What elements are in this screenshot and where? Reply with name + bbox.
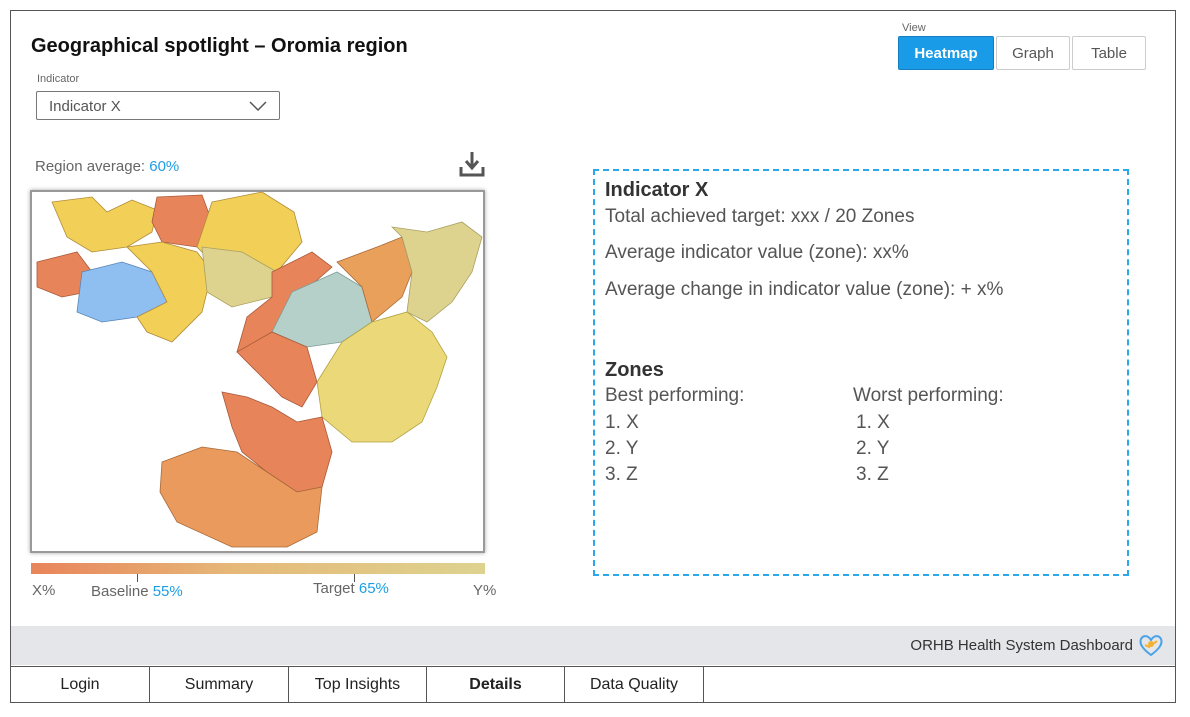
tab-details[interactable]: Details [427,667,565,703]
indicator-select[interactable]: Indicator X [36,91,280,120]
table-button[interactable]: Table [1072,36,1146,70]
page-title: Geographical spotlight – Oromia region [31,35,408,57]
average-value: Average indicator value (zone): xx% [605,242,909,263]
indicator-title: Indicator X [605,179,709,201]
tab-data-quality[interactable]: Data Quality [565,667,704,703]
worst-label: Worst performing: [853,385,1004,406]
baseline-label: Baseline [91,583,149,600]
tab-summary[interactable]: Summary [150,667,289,703]
best-item-1: 1. X [605,412,639,433]
best-item-3: 3. Z [605,464,638,485]
footer-band: ORHB Health System Dashboard [11,626,1175,665]
zones-title: Zones [605,359,664,381]
legend-min: X% [32,582,56,599]
best-item-2: 2. Y [605,438,639,459]
heatmap-button[interactable]: Heatmap [898,36,994,70]
tab-bar: Login Summary Top Insights Details Data … [11,666,1175,704]
region-average: Region average: 60% [35,158,179,175]
legend-max: Y% [473,582,497,599]
average-change: Average change in indicator value (zone)… [605,279,1004,300]
worst-item-3: 3. Z [856,464,889,485]
tab-top-insights[interactable]: Top Insights [289,667,427,703]
zone-map [36,192,483,548]
oromia-heatmap [30,190,485,553]
legend-baseline: Baseline 55% [91,583,183,600]
target-label: Target [313,580,355,597]
view-toggle: Heatmap Graph Table [898,36,1146,70]
view-label: View [902,22,926,34]
total-achieved: Total achieved target: xxx / 20 Zones [605,206,915,227]
worst-item-2: 2. Y [856,438,890,459]
download-icon[interactable] [459,150,485,178]
legend-target: Target 65% [313,580,389,597]
baseline-value: 55% [152,583,183,600]
footer-brand: ORHB Health System Dashboard [910,637,1133,654]
chevron-down-icon [249,101,267,111]
region-average-value: 60% [149,158,180,175]
baseline-tick [137,574,138,582]
dashboard-frame: Geographical spotlight – Oromia region I… [10,10,1176,703]
indicator-summary-box [593,169,1129,576]
graph-button[interactable]: Graph [996,36,1070,70]
health-logo-icon [1139,635,1163,657]
worst-item-1: 1. X [856,412,890,433]
target-value: 65% [358,580,389,597]
best-label: Best performing: [605,385,745,406]
indicator-select-value: Indicator X [49,98,121,115]
indicator-label: Indicator [37,73,80,85]
legend-bar [31,563,485,574]
region-average-label: Region average: [35,158,146,175]
tab-login[interactable]: Login [11,667,150,703]
target-tick [354,574,355,582]
